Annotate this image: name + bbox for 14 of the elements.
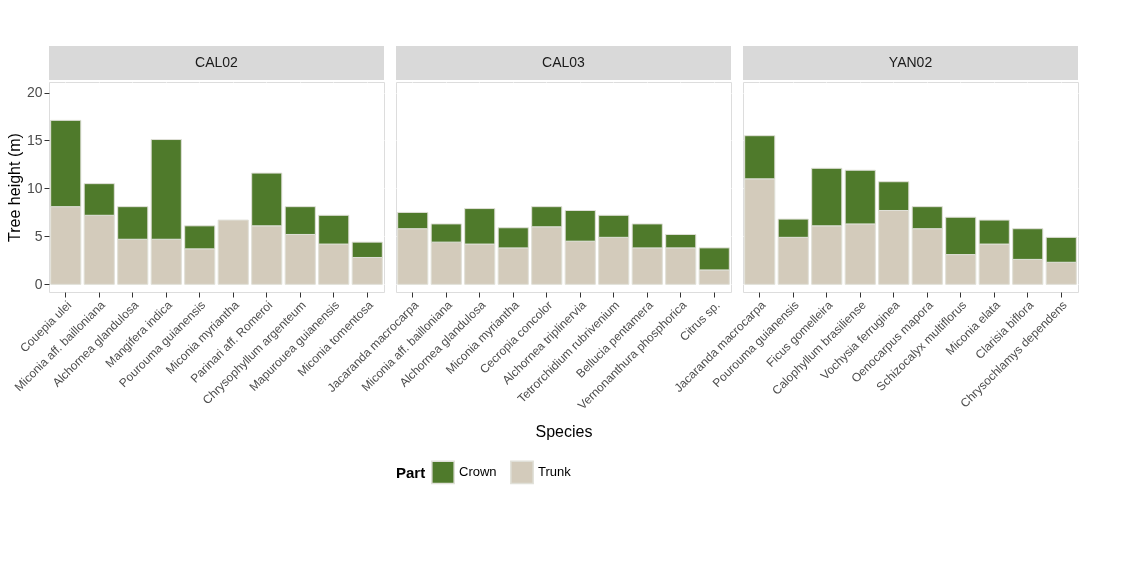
- y-tick-label: 0: [34, 275, 43, 292]
- chart-title: CAL02: [195, 54, 239, 70]
- legend-label: Trunk: [538, 464, 572, 480]
- legend-label: Crown: [459, 464, 497, 480]
- y-tick-label: 20: [26, 84, 43, 101]
- y-tick-label: 5: [34, 227, 43, 244]
- chart-title: YAN02: [888, 54, 933, 70]
- y-tick-label: 15: [26, 131, 43, 148]
- bar: [217, 219, 249, 285]
- y-axis-title: Tree height (m): [5, 133, 23, 242]
- y-tick-label: 10: [26, 179, 43, 196]
- chart-title: CAL03: [542, 54, 586, 70]
- x-axis-title: Species: [535, 422, 593, 440]
- legend-title: Part: [396, 464, 426, 481]
